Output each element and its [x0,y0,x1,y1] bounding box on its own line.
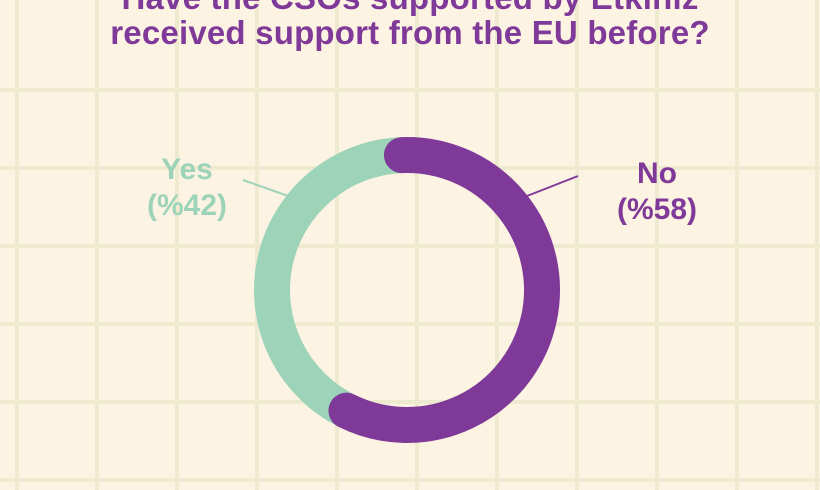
no-percent-label: (%58) [616,193,698,226]
leader-line-no [526,175,579,197]
donut-slice-no [328,137,560,443]
yes-label: Yes (%42) [122,152,252,224]
yes-category-label: Yes [161,153,213,186]
no-label: No (%58) [592,156,722,228]
chart-title-line-2: received support from the EU before? [110,14,710,51]
yes-percent-label: (%42) [146,189,228,222]
chart-title-line-1: Have the CSOs supported by Etkiniz [0,0,820,18]
leader-line-yes [242,179,292,198]
no-category-label: No [637,157,677,190]
donut-slice-yes [254,137,403,427]
